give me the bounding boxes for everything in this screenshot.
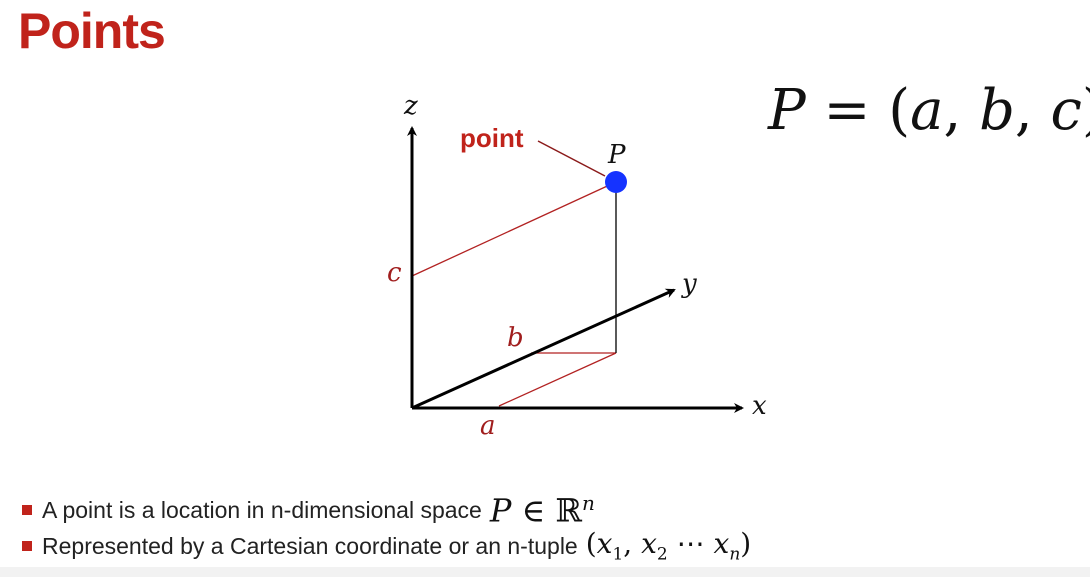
guide-a-diagonal: [498, 352, 617, 407]
math-sub-2: 2: [656, 544, 668, 565]
callout-leader: [537, 140, 606, 177]
point-callout-label: point: [460, 123, 524, 153]
bullet-marker: [22, 541, 32, 551]
math-close: ): [740, 527, 752, 561]
math-dots: ⋯: [667, 527, 714, 561]
a-label: a: [480, 411, 496, 441]
c-label: c: [387, 258, 402, 288]
bullet-text: A point is a location in n-dimensional s…: [42, 496, 482, 523]
formula-comma-1: ,: [943, 78, 980, 143]
point-p-label: P: [607, 140, 626, 170]
math-open: (: [585, 527, 597, 561]
bullet-item: A point is a location in n-dimensional s…: [22, 491, 751, 530]
guide-c-to-p: [411, 181, 617, 277]
y-axis: [411, 288, 676, 410]
n-tuple-formula: (x1, x2 ⋯ xn): [586, 527, 752, 565]
math-n: n: [581, 490, 595, 515]
math-xn: x: [713, 527, 730, 561]
bottom-band: [0, 567, 1090, 577]
point-p-dot: [605, 171, 627, 193]
formula-a: a: [910, 78, 944, 143]
slide-title: Points: [18, 3, 166, 59]
y-axis-label: y: [681, 269, 697, 299]
math-comma: ,: [623, 527, 642, 561]
point-formula: P = (a, b, c): [768, 78, 1090, 143]
formula-close: ): [1082, 78, 1090, 143]
x-axis-label: x: [752, 391, 767, 421]
bullet-text: Represented by a Cartesian coordinate or…: [42, 532, 578, 559]
math-x1: x: [596, 527, 613, 561]
math-reals: ℝ: [555, 491, 582, 530]
formula-p: P: [768, 78, 806, 143]
formula-b: b: [979, 78, 1015, 143]
bullet-marker: [22, 505, 32, 515]
formula-comma-2: ,: [1014, 78, 1051, 143]
bullet-item: Represented by a Cartesian coordinate or…: [22, 527, 752, 565]
point-in-rn-formula: P ∈ ℝn: [490, 491, 595, 530]
b-label: b: [507, 323, 524, 353]
math-x2: x: [641, 527, 657, 561]
math-sub-n: n: [729, 544, 741, 565]
math-in: ∈: [511, 491, 556, 530]
math-sub-1: 1: [612, 544, 624, 565]
math-p: P: [489, 491, 512, 530]
bullet-list: A point is a location in n-dimensional s…: [22, 491, 752, 565]
z-axis-label: z: [403, 91, 418, 121]
formula-c: c: [1050, 78, 1082, 143]
formula-eq: = (: [805, 78, 911, 143]
